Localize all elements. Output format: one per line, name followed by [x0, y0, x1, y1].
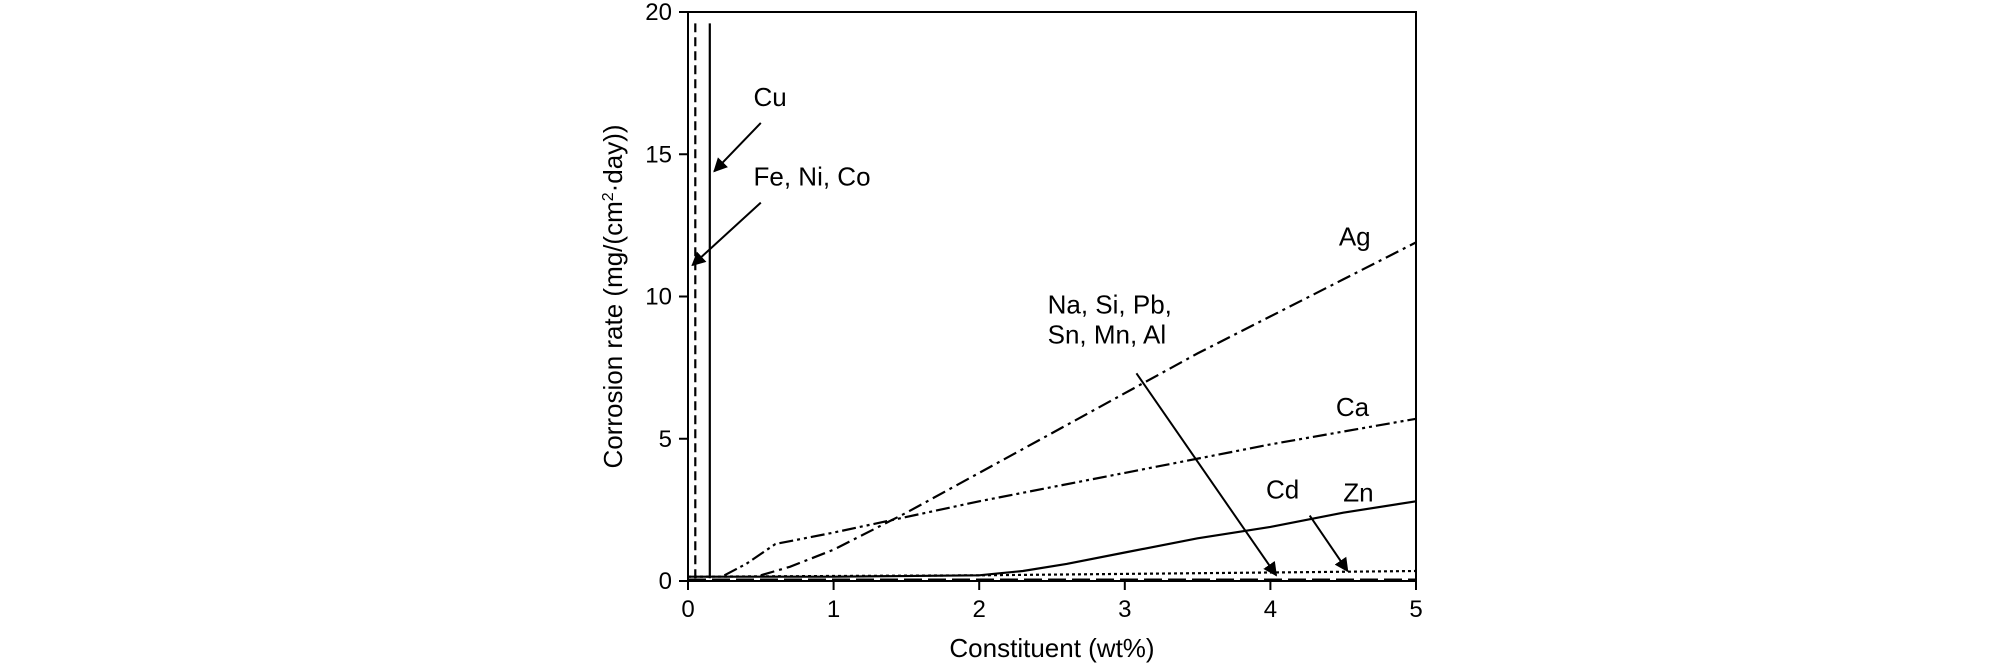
y-tick-label: 5 — [659, 426, 672, 453]
annotation-ca: Ca — [1336, 392, 1370, 422]
annotation-zn: Zn — [1343, 477, 1373, 507]
series-line-ca — [723, 417, 1417, 577]
series-line-ag — [760, 241, 1417, 577]
x-tick-label: 5 — [1409, 596, 1422, 623]
annotation-arrow-cu — [713, 122, 762, 173]
y-tick-label: 0 — [659, 568, 672, 595]
x-axis-title: Constituent (wt%) — [949, 633, 1154, 663]
y-axis-title-main: Corrosion rate (mg/(cm — [598, 201, 628, 468]
y-tick-label: 10 — [645, 284, 672, 311]
y-axis-title-tail: ·day)) — [598, 124, 628, 192]
y-axis-title-superscript: 2 — [600, 192, 617, 201]
annotation-ag: Ag — [1339, 221, 1371, 251]
annotation-arrow-cd — [1308, 515, 1349, 573]
y-tick-label: 15 — [645, 141, 672, 168]
x-tick-label: 0 — [681, 596, 694, 623]
annotation-arrow-fe — [691, 201, 762, 267]
annotation-na: Na, Si, Pb, Sn, Mn, Al — [1048, 290, 1172, 350]
x-tick-label: 1 — [827, 596, 840, 623]
series-line-cd — [687, 569, 1417, 578]
annotation-cu: Cu — [754, 82, 787, 112]
annotation-cd: Cd — [1266, 474, 1299, 504]
x-tick-label: 4 — [1264, 596, 1277, 623]
x-tick-label: 3 — [1118, 596, 1131, 623]
series-layer — [687, 23, 1417, 581]
x-tick-label: 2 — [973, 596, 986, 623]
ticks-layer: 0 1 2 3 4 5 0 5 10 15 20 — [645, 0, 1422, 623]
y-axis-title: Corrosion rate (mg/(cm2·day)) — [598, 124, 628, 468]
annotation-arrow-na — [1135, 372, 1278, 577]
y-tick-label: 20 — [645, 0, 672, 26]
annotation-layer: Cu Fe, Ni, Co Ag Na, Si, Pb, Sn, Mn, Al Ca Cd Z… — [691, 82, 1374, 577]
annotation-fe: Fe, Ni, Co — [754, 162, 871, 192]
